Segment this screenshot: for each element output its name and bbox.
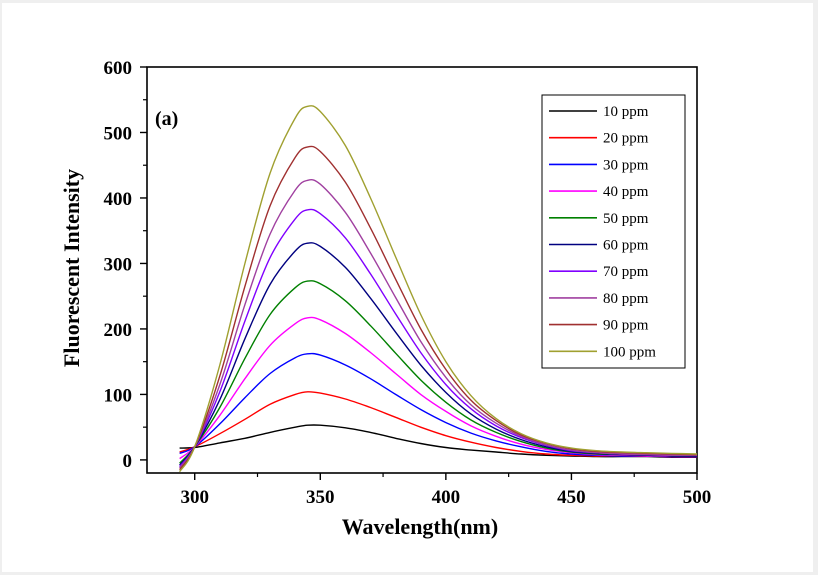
y-tick-label: 400: [104, 189, 133, 210]
legend-label: 40 ppm: [603, 184, 649, 200]
legend: 10 ppm 20 ppm 30 ppm 40 ppm 50 ppm 60 ppm 70 p…: [541, 94, 686, 369]
legend-label: 10 ppm: [603, 104, 649, 120]
legend-label: 90 ppm: [603, 318, 649, 334]
legend-label: 70 ppm: [603, 264, 649, 280]
legend-label: 100 ppm: [603, 344, 656, 360]
x-tick-label: 450: [557, 487, 586, 508]
legend-label: 50 ppm: [603, 211, 649, 227]
series-line-100-ppm: [179, 105, 698, 473]
y-tick-label: 0: [123, 451, 133, 472]
legend-label: 20 ppm: [603, 131, 649, 147]
x-axis-ticks: 300 350 400 450 500: [180, 473, 711, 508]
series-line-30-ppm: [179, 352, 698, 458]
series-curves: [179, 105, 698, 473]
legend-label: 80 ppm: [603, 291, 649, 307]
legend-box: [541, 94, 686, 369]
series-line-40-ppm: [179, 316, 698, 460]
x-tick-label: 350: [306, 487, 335, 508]
x-tick-label: 400: [432, 487, 461, 508]
y-tick-label: 600: [104, 58, 133, 79]
y-tick-label: 100: [104, 385, 133, 406]
legend-label: 30 ppm: [603, 157, 649, 173]
x-tick-label: 500: [683, 487, 712, 508]
y-tick-label: 500: [104, 123, 133, 144]
legend-label: 60 ppm: [603, 238, 649, 254]
panel-label: (a): [155, 108, 178, 130]
y-axis-label: Fluorescent Intensity: [59, 169, 84, 367]
y-tick-label: 300: [104, 254, 133, 275]
series-line-80-ppm: [179, 178, 698, 469]
x-axis-label: Wavelength(nm): [342, 514, 498, 539]
y-tick-label: 200: [104, 320, 133, 341]
plot-frame: [146, 66, 698, 474]
x-tick-label: 300: [180, 487, 209, 508]
y-axis-ticks: 0 100 200 300 400 500 600: [104, 58, 147, 472]
